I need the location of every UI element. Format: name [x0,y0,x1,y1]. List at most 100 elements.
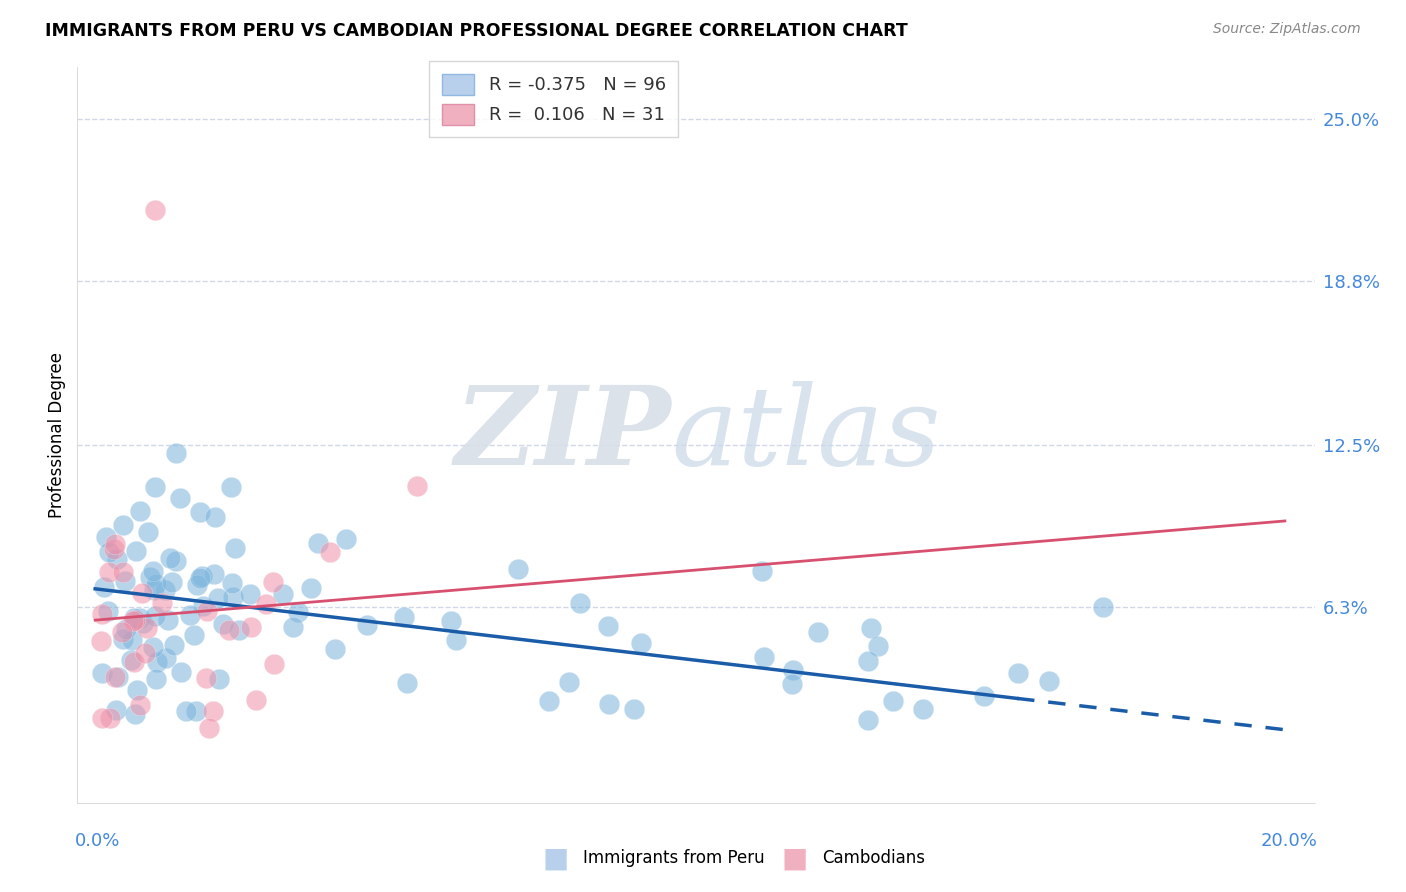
Point [392,610,415,624]
Point [194,671,217,685]
Point [121,632,143,647]
Point [318,544,340,558]
Point [90,634,112,648]
Point [859,622,882,636]
Point [201,704,224,718]
Point [323,641,346,656]
Point [141,564,163,578]
Text: Cambodians: Cambodians [823,849,925,867]
Point [222,590,245,604]
Point [128,698,150,712]
Text: atlas: atlas [671,381,941,489]
Point [107,670,129,684]
Point [165,554,187,568]
Point [263,657,285,672]
Text: IMMIGRANTS FROM PERU VS CAMBODIAN PROFESSIONAL DEGREE CORRELATION CHART: IMMIGRANTS FROM PERU VS CAMBODIAN PROFES… [45,22,908,40]
Point [125,544,148,558]
Point [911,702,934,716]
Point [197,721,219,735]
Y-axis label: Professional Degree: Professional Degree [48,351,66,518]
Point [104,702,127,716]
Point [129,504,152,518]
Point [103,541,125,556]
Point [224,541,246,556]
Point [179,608,201,623]
Text: 0.0%: 0.0% [75,832,121,850]
Point [111,518,134,533]
Point [136,621,159,635]
Point [508,562,530,576]
Point [122,611,145,625]
Point [396,675,419,690]
Point [752,650,775,665]
Point [124,707,146,722]
Point [104,670,127,684]
Point [218,624,240,638]
Point [145,672,167,686]
Point [129,610,152,624]
Point [111,632,134,646]
Point [868,640,890,654]
Point [115,623,138,637]
Point [406,479,429,493]
Point [807,625,830,640]
Point [188,505,211,519]
Point [202,566,225,581]
Point [97,604,120,618]
Point [169,491,191,506]
Point [114,574,136,588]
Point [440,614,463,628]
Point [195,604,218,618]
Point [143,203,166,218]
Point [91,711,114,725]
Point [444,632,467,647]
Point [134,647,156,661]
Point [138,570,160,584]
Text: Source: ZipAtlas.com: Source: ZipAtlas.com [1213,22,1361,37]
Point [191,568,214,582]
Point [132,616,155,631]
Point [598,619,620,633]
Point [159,551,181,566]
Point [163,638,186,652]
Point [356,617,378,632]
Point [623,702,645,716]
Point [143,480,166,494]
Point [239,620,262,634]
Point [97,544,120,558]
Point [125,683,148,698]
Text: 20.0%: 20.0% [1260,832,1317,850]
Text: Immigrants from Peru: Immigrants from Peru [583,849,765,867]
Point [204,510,226,524]
Point [211,617,233,632]
Text: ZIP: ZIP [454,381,671,489]
Point [219,480,242,494]
Point [239,587,262,601]
Point [262,574,284,589]
Point [856,654,879,668]
Point [143,583,166,598]
Point [98,711,121,725]
Point [91,607,114,622]
Point [138,524,160,539]
Point [155,583,177,598]
Point [122,614,145,628]
Point [146,655,169,669]
Point [254,597,277,611]
Point [155,651,177,665]
Point [208,672,231,686]
Point [186,578,208,592]
Point [630,635,652,649]
Point [145,577,167,591]
Point [94,530,117,544]
Point [1091,599,1114,614]
Point [780,677,803,691]
Point [245,692,267,706]
Point [568,596,591,610]
Point [299,581,322,595]
Text: ■: ■ [782,844,807,872]
Point [1038,674,1060,689]
Point [188,571,211,585]
Point [142,640,165,654]
Point [120,653,142,667]
